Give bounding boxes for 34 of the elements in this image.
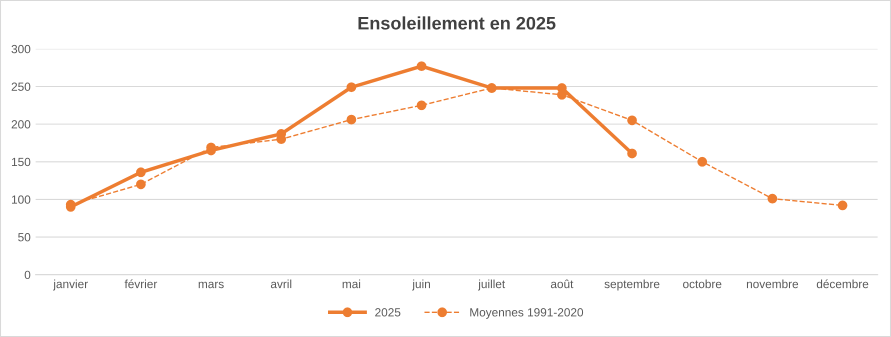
x-tick-label: août	[550, 279, 574, 288]
y-tick-label: 250	[12, 82, 30, 91]
x-tick-label: mai	[342, 280, 360, 288]
x-tick-label: novembre	[746, 280, 798, 288]
y-tick-label: 300	[12, 44, 30, 54]
point	[627, 148, 637, 158]
legend-label: 2025	[375, 308, 400, 317]
point	[486, 83, 497, 93]
x-tick-label: juin	[412, 280, 430, 291]
x-tick-label: janvier	[53, 280, 88, 291]
point	[627, 116, 637, 126]
point	[416, 100, 426, 110]
x-tick-label: décembre	[816, 279, 868, 288]
point	[346, 82, 356, 92]
x-tick-label: juillet	[478, 280, 506, 291]
point	[838, 200, 848, 210]
y-tick-label: 50	[18, 233, 30, 242]
y-tick-label: 150	[12, 158, 30, 166]
legend-label: Moyennes 1991-2020	[470, 308, 584, 319]
x-tick-label: septembre	[604, 280, 660, 291]
x-tick-label: avril	[270, 280, 292, 288]
x-tick-label: octobre	[683, 280, 722, 288]
point	[416, 61, 426, 72]
point	[346, 114, 356, 124]
y-tick-label: 100	[12, 195, 30, 204]
point	[768, 194, 778, 204]
point	[697, 156, 708, 167]
chart-title: Ensoleillement en 2025	[358, 16, 556, 30]
point	[136, 167, 146, 178]
point	[136, 179, 146, 190]
x-tick-label: février	[124, 279, 158, 288]
y-tick-label: 200	[12, 120, 30, 129]
x-tick-label: mars	[198, 282, 224, 288]
y-tick-label: 0	[24, 270, 30, 280]
